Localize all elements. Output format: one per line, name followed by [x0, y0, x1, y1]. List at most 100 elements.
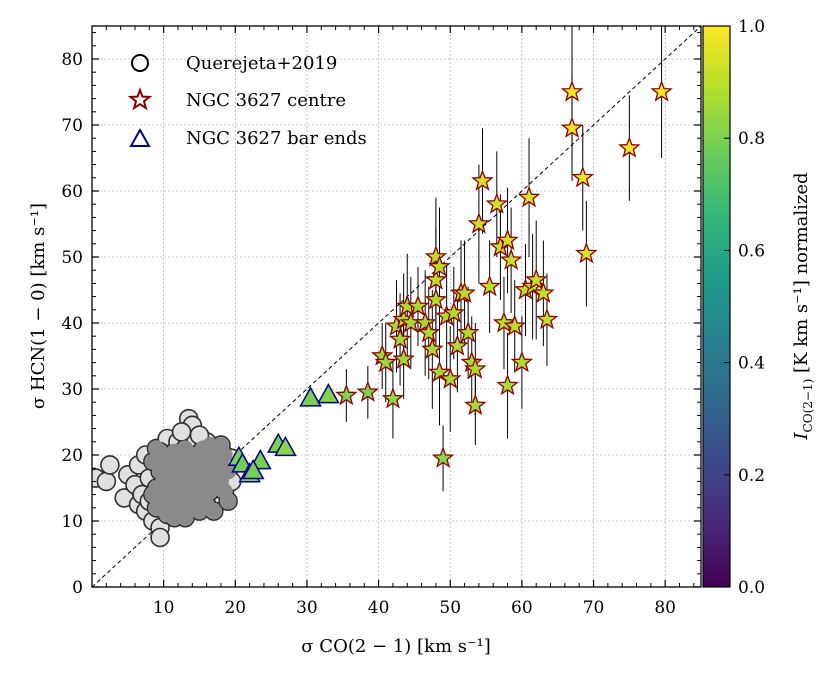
data-marks	[92, 26, 673, 548]
querejeta-point	[100, 455, 120, 475]
centre-point	[535, 307, 559, 330]
querejeta-point-core	[187, 447, 204, 463]
centre-point	[532, 281, 555, 303]
querejeta-point-core	[220, 463, 237, 480]
legend-label-bar-ends: NGC 3627 bar ends	[186, 128, 367, 149]
querejeta-point-core	[209, 453, 226, 470]
centre-point	[431, 446, 455, 468]
centre-point	[356, 380, 380, 402]
colorbar-ticks: 0.0 0.2 0.4 0.6 0.8 1.0	[724, 17, 765, 598]
centre-point	[335, 383, 358, 406]
y-tick-label: 80	[61, 50, 83, 70]
querejeta-point	[171, 422, 192, 442]
colorbar-gradient	[702, 25, 731, 588]
centre-point	[471, 169, 494, 191]
centre-point	[446, 334, 469, 356]
y-axis-ticks: 0 10 20 30 40 50 60 70 80	[61, 32, 701, 598]
querejeta-point-core	[152, 443, 169, 460]
centre-point	[517, 185, 541, 208]
centre-point	[467, 212, 491, 234]
legend-label-querejeta: Querejeta+2019	[186, 53, 337, 74]
centre-point	[499, 248, 523, 270]
colorbar-tick-label: 0.4	[738, 354, 765, 374]
centre-point	[453, 281, 476, 303]
colorbar: 0.0 0.2 0.4 0.6 0.8 1.0 ICO(2−1) [K km s⁻¹] n…	[702, 17, 815, 598]
plot-frame	[91, 25, 702, 588]
centre-point	[464, 393, 487, 416]
centre-point	[492, 311, 516, 333]
x-tick-label: 60	[511, 598, 533, 618]
x-tick-label: 20	[224, 598, 246, 618]
centre-point	[485, 192, 509, 214]
colorbar-tick-label: 0.2	[738, 466, 765, 486]
x-tick-label: 10	[153, 598, 175, 618]
centre-point	[424, 245, 448, 267]
centre-point	[496, 373, 519, 396]
centre-point	[496, 228, 519, 251]
querejeta-point	[96, 471, 117, 492]
centre-point	[428, 255, 451, 277]
legend-label-centre: NGC 3627 centre	[186, 90, 346, 111]
bar-ends-point	[274, 435, 297, 457]
querejeta-point-core	[205, 503, 222, 520]
querejeta-point-core	[169, 453, 186, 470]
centre-point	[428, 360, 451, 383]
centre-point	[413, 311, 437, 333]
querejeta-point-core	[155, 460, 172, 477]
colorbar-label: ICO(2−1) [K km s⁻¹] normalized	[791, 172, 815, 440]
centre-point	[388, 327, 412, 350]
y-tick-label: 60	[61, 182, 83, 202]
querejeta-point	[150, 527, 170, 548]
centre-point	[560, 116, 584, 138]
querejeta-point-core	[177, 509, 194, 526]
centre-point	[421, 337, 444, 359]
centre-point	[424, 268, 448, 290]
bar-ends-point	[241, 458, 265, 480]
centre-point	[575, 241, 598, 264]
colorbar-tick-label: 0.8	[738, 129, 765, 149]
y-tick-label: 70	[61, 116, 83, 136]
y-axis-label: σ HCN(1 − 0) [km s⁻¹]	[28, 203, 49, 409]
centre-point	[442, 301, 466, 323]
centre-point	[406, 294, 430, 317]
centre-point	[438, 367, 462, 389]
colorbar-tick-label: 1.0	[738, 17, 765, 37]
y-tick-label: 0	[72, 578, 83, 598]
querejeta-series	[92, 408, 242, 548]
legend: Querejeta+2019 NGC 3627 centre NGC 3627 …	[127, 53, 367, 149]
y-tick-label: 40	[61, 314, 83, 334]
centre-series	[335, 80, 673, 468]
querejeta-point-core	[220, 493, 237, 510]
querejeta-point-core	[212, 437, 229, 454]
centre-point	[374, 350, 398, 373]
centre-point	[464, 357, 487, 379]
x-tick-label: 50	[439, 598, 461, 618]
centre-point	[510, 350, 534, 373]
legend-triangle-marker	[129, 127, 151, 147]
y-tick-label: 10	[61, 512, 83, 532]
bar-ends-series	[227, 383, 340, 483]
centre-point	[381, 387, 405, 409]
x-tick-label: 40	[368, 598, 390, 618]
centre-point	[560, 80, 584, 102]
centre-point	[456, 321, 480, 343]
querejeta-point-core	[180, 486, 197, 503]
centre-point	[650, 80, 673, 102]
querejeta-point-core	[162, 473, 179, 490]
legend-circle-marker	[131, 54, 149, 72]
centre-point	[524, 268, 548, 290]
centre-point	[392, 347, 415, 369]
colorbar-tick-label: 0.6	[738, 241, 765, 261]
centre-point	[417, 321, 441, 343]
x-tick-label: 30	[296, 598, 318, 618]
bar-ends-point	[299, 386, 322, 407]
querejeta-point-core	[166, 486, 183, 503]
x-tick-label: 70	[583, 598, 605, 618]
colorbar-tick-label: 0.0	[738, 578, 765, 598]
centre-point	[503, 314, 526, 336]
x-axis-ticks: 10 20 30 40 50 60 70 80	[105, 26, 695, 618]
y-tick-label: 50	[61, 248, 83, 268]
centre-point	[478, 274, 501, 297]
x-tick-label: 80	[654, 598, 676, 618]
